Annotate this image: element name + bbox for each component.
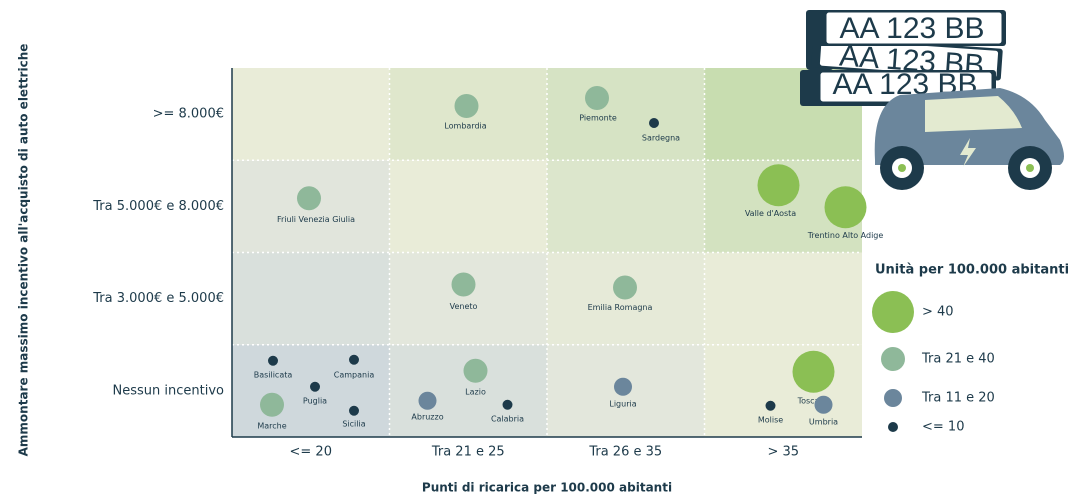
bubble bbox=[419, 392, 437, 410]
legend-title: Unità per 100.000 abitanti bbox=[875, 263, 1069, 278]
y-tick-label: Tra 5.000€ e 8.000€ bbox=[92, 199, 224, 214]
bubble bbox=[297, 186, 321, 210]
cell bbox=[705, 253, 863, 345]
point-label: Lazio bbox=[465, 387, 486, 396]
cell bbox=[705, 345, 863, 437]
point-label: Basilicata bbox=[254, 370, 293, 379]
point-label: Marche bbox=[257, 421, 286, 430]
bubble bbox=[825, 186, 867, 228]
point-label: Abruzzo bbox=[411, 412, 443, 421]
point-label: Campania bbox=[334, 370, 375, 379]
bubble bbox=[585, 86, 609, 110]
bubble bbox=[766, 401, 776, 411]
y-tick-label: >= 8.000€ bbox=[153, 107, 224, 122]
point-label: Trentino Alto Adige bbox=[807, 231, 884, 240]
cell bbox=[547, 68, 705, 160]
legend-label: > 40 bbox=[922, 305, 954, 320]
plate-text: AA 123 BB bbox=[839, 12, 984, 45]
point-label: Friuli Venezia Giulia bbox=[277, 215, 355, 224]
y-axis-title: Ammontare massimo incentivo all'acquisto… bbox=[17, 44, 31, 457]
bubble bbox=[503, 400, 513, 410]
x-tick-label: > 35 bbox=[767, 445, 799, 460]
bubble bbox=[614, 378, 632, 396]
bubble bbox=[815, 396, 833, 414]
point-label: Lombardia bbox=[444, 122, 486, 131]
x-tick-label: Tra 21 e 25 bbox=[431, 445, 505, 460]
point-label: Sardegna bbox=[642, 134, 680, 143]
y-tick-label: Tra 3.000€ e 5.000€ bbox=[92, 291, 224, 306]
bubble bbox=[349, 406, 359, 416]
cell bbox=[390, 160, 548, 252]
legend-marker bbox=[888, 422, 898, 432]
point-label: Liguria bbox=[609, 399, 636, 408]
bubble bbox=[310, 382, 320, 392]
legend-marker bbox=[872, 291, 914, 333]
plot-area bbox=[232, 68, 862, 437]
bubble bbox=[793, 351, 835, 393]
bubble bbox=[452, 273, 476, 297]
bubble bbox=[268, 356, 278, 366]
bubble bbox=[613, 276, 637, 300]
legend-label: Tra 21 e 40 bbox=[921, 352, 995, 367]
point-label: Emilia Romagna bbox=[588, 303, 653, 312]
legend-marker bbox=[881, 347, 905, 371]
point-label: Sicilia bbox=[342, 419, 365, 428]
cell bbox=[232, 253, 390, 345]
bubble bbox=[349, 355, 359, 365]
point-label: Puglia bbox=[303, 396, 327, 405]
bubble bbox=[260, 393, 284, 417]
point-label: Valle d'Aosta bbox=[745, 209, 796, 218]
x-axis-title: Punti di ricarica per 100.000 abitanti bbox=[422, 481, 672, 495]
x-tick-label: <= 20 bbox=[290, 445, 332, 460]
bubble bbox=[464, 359, 488, 383]
cell bbox=[547, 160, 705, 252]
point-label: Molise bbox=[758, 415, 783, 424]
cell bbox=[232, 68, 390, 160]
legend-label: <= 10 bbox=[922, 420, 964, 435]
x-tick-label: Tra 26 e 35 bbox=[588, 445, 662, 460]
point-label: Umbria bbox=[809, 417, 838, 426]
bubble bbox=[649, 118, 659, 128]
legend-label: Tra 11 e 20 bbox=[921, 391, 995, 406]
point-label: Calabria bbox=[491, 414, 524, 423]
y-tick-label: Nessun incentivo bbox=[113, 383, 225, 398]
point-label: Piemonte bbox=[579, 114, 617, 123]
chart: AA 123 BB AA 123 BB AA 123 BB Punti di r… bbox=[0, 0, 1091, 498]
bubble bbox=[758, 164, 800, 206]
cell bbox=[232, 345, 390, 437]
legend-marker bbox=[884, 389, 902, 407]
cell bbox=[390, 253, 548, 345]
point-label: Veneto bbox=[450, 302, 478, 311]
bubble bbox=[455, 94, 479, 118]
